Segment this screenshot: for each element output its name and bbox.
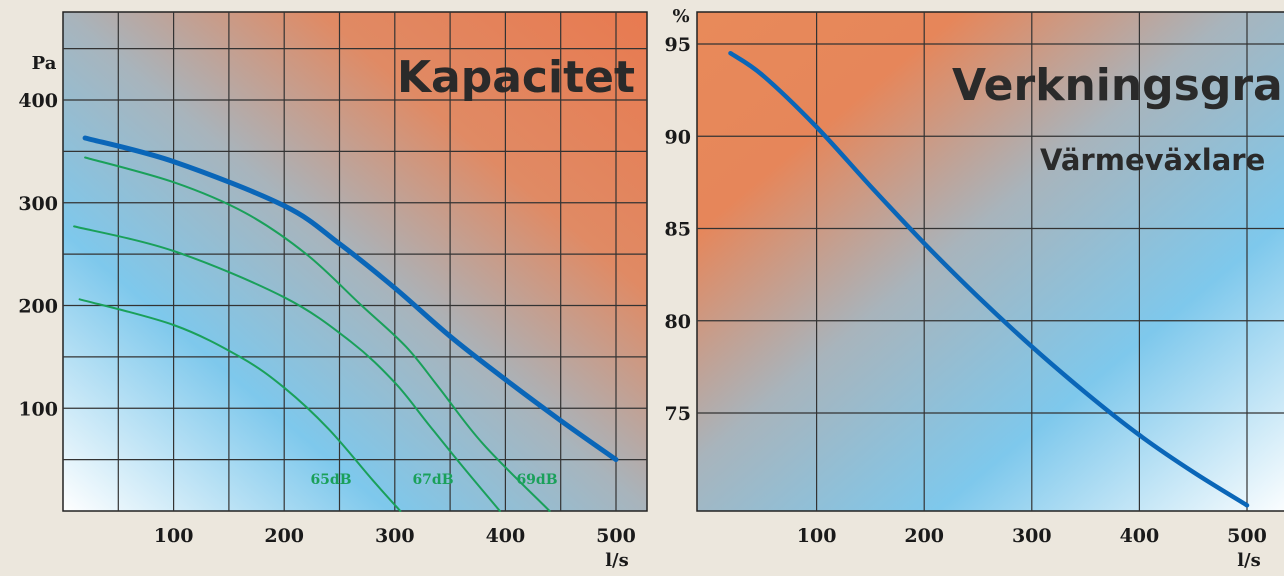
x-tick-label: 200 <box>264 525 304 547</box>
y-tick-label: 400 <box>18 90 58 112</box>
x-tick-label: 100 <box>797 525 837 547</box>
x-tick-labels: 100 200 300 400 500 <box>797 525 1267 547</box>
chart-title: Kapacitet <box>397 52 635 103</box>
y-axis-label: Pa <box>32 53 57 74</box>
x-tick-label: 200 <box>904 525 944 547</box>
x-tick-label: 300 <box>1012 525 1052 547</box>
x-tick-labels: 100 200 300 400 500 <box>154 525 636 547</box>
x-tick-label: 300 <box>375 525 415 547</box>
y-tick-label: 200 <box>18 296 58 318</box>
chart-title: Verkningsgrad <box>952 60 1284 111</box>
grid-lines <box>63 12 647 511</box>
noise-level-curve <box>78 298 402 512</box>
chart-subtitle: Värmeväxlare <box>1040 143 1265 177</box>
annotation-69db: 69dB <box>516 472 557 488</box>
y-tick-label: 75 <box>665 403 691 425</box>
capacity-curve <box>82 135 619 463</box>
annotation-67db: 67dB <box>412 472 453 488</box>
x-tick-label: 400 <box>1120 525 1160 547</box>
chart-kapacitet: Kapacitet Pa l/s 100 200 300 400 100 200 300 4… <box>18 11 648 571</box>
efficiency-curve <box>728 50 1250 508</box>
x-axis-label: l/s <box>1237 550 1261 571</box>
y-tick-label: 90 <box>665 126 691 148</box>
y-tick-label: 80 <box>665 311 691 333</box>
y-axis-label: % <box>672 6 689 27</box>
plot-area <box>62 11 648 512</box>
series-group <box>73 135 619 512</box>
x-tick-label: 500 <box>1227 525 1267 547</box>
y-tick-labels: 75 80 85 90 95 <box>665 34 691 425</box>
annotation-65db: 65dB <box>310 472 351 488</box>
x-tick-label: 100 <box>154 525 194 547</box>
x-tick-label: 500 <box>596 525 636 547</box>
y-tick-label: 300 <box>18 193 58 215</box>
series-group <box>728 50 1250 508</box>
y-tick-labels: 100 200 300 400 <box>18 90 58 420</box>
y-tick-label: 85 <box>665 219 691 241</box>
noise-level-curve <box>73 225 501 512</box>
x-axis-label: l/s <box>605 550 629 571</box>
y-tick-label: 100 <box>18 398 58 420</box>
plot-area <box>696 11 1284 512</box>
chart-verkningsgrad: Verkningsgrad Värmeväxlare % l/s 75 80 85 9… <box>665 6 1284 571</box>
grid-lines <box>697 12 1284 511</box>
noise-level-curve <box>84 156 551 512</box>
x-tick-label: 400 <box>486 525 526 547</box>
y-tick-label: 95 <box>665 34 691 56</box>
